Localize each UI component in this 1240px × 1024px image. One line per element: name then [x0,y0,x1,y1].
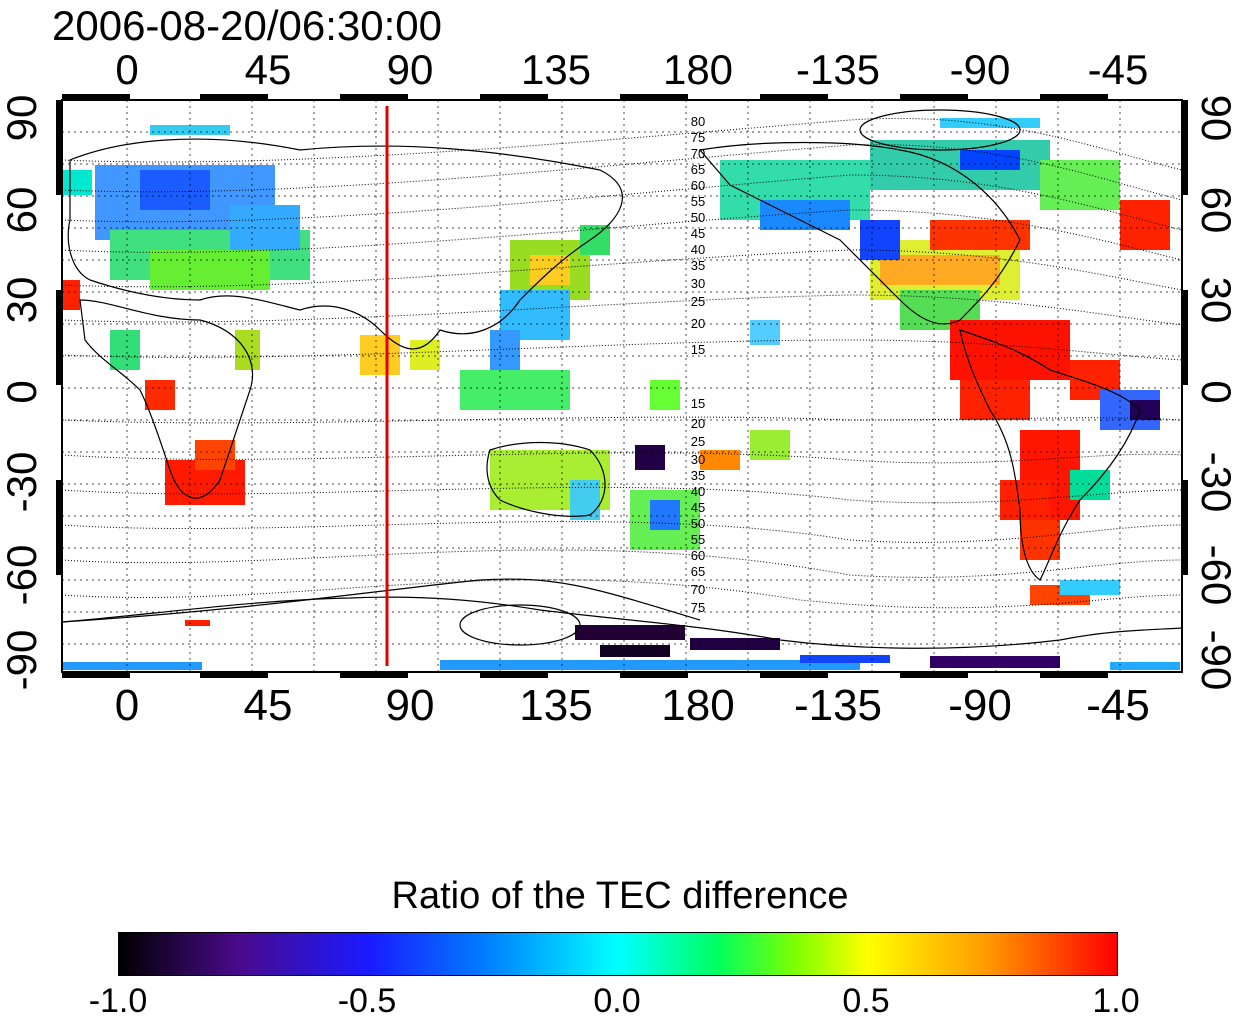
contour-label: 60 [691,178,705,193]
contour-label: 15 [691,342,705,357]
page-title: 2006-08-20/06:30:00 [52,2,442,49]
contour-label: 30 [691,276,705,291]
contour-label: 75 [691,600,705,615]
contour-labels-north: 80 75 70 65 60 55 50 45 40 35 30 25 20 1… [691,114,705,357]
contour-label: 20 [691,416,705,431]
top-axis-tick: 180 [662,46,734,93]
contour-label: 35 [691,258,705,273]
contour-label: 50 [691,210,705,225]
contour-label: 65 [691,564,705,579]
colorbar-tick: 0.0 [593,982,641,1020]
contour-label: 55 [691,194,705,209]
contour-label: 35 [691,468,705,483]
top-axis-tick: 45 [244,46,292,93]
map-frame [56,94,1188,678]
bottom-axis-tick: 0 [114,681,140,730]
bottom-axis-tick: 180 [661,681,735,730]
map-grid [62,100,1182,672]
contour-label: 55 [691,532,705,547]
contour-label: 20 [691,316,705,331]
contour-label: 75 [691,130,705,145]
magnetic-latitude-contours [62,117,1182,609]
contour-label: 80 [691,114,705,129]
top-axis-tick: -90 [949,46,1011,93]
top-axis-tick: 0 [115,46,139,93]
contour-label: 60 [691,548,705,563]
contour-label: 30 [691,452,705,467]
top-axis-tick: 135 [520,46,592,93]
colorbar-tick: -1.0 [88,982,148,1020]
contour-label: 65 [691,162,705,177]
auroral-ovals [62,109,1021,646]
colorbar-title: Ratio of the TEC difference [391,875,849,917]
bottom-axis-tick: -135 [793,681,883,730]
bottom-axis-tick: -45 [1086,681,1150,730]
contour-label: 70 [691,146,705,161]
continent-outlines [62,138,1182,649]
bottom-axis-tick: 90 [385,681,435,730]
colorbar-tick: -0.5 [337,982,397,1020]
contour-label: 15 [691,396,705,411]
contour-label: 45 [691,226,705,241]
contour-label: 40 [691,242,705,257]
contour-labels-south: 15 20 25 30 35 40 45 50 55 60 65 70 75 [691,396,705,615]
contour-label: 50 [691,516,705,531]
contour-label: 25 [691,434,705,449]
bottom-axis-tick: -90 [948,681,1012,730]
top-axis-tick: -135 [795,46,881,93]
contour-label: 25 [691,294,705,309]
bottom-axis-tick: 45 [243,681,293,730]
colorbar [118,932,1118,976]
contour-label: 40 [691,484,705,499]
contour-label: 45 [691,500,705,515]
bottom-axis-tick: 135 [519,681,593,730]
colorbar-tick: 1.0 [1092,982,1140,1020]
contour-label: 70 [691,582,705,597]
colorbar-tick: 0.5 [842,982,890,1020]
top-axis-tick: 90 [386,46,434,93]
top-axis-tick: -45 [1087,46,1149,93]
